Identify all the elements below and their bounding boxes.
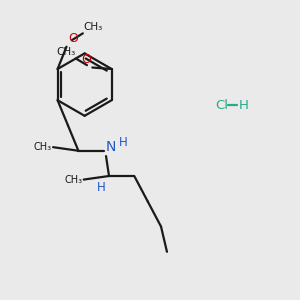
Text: Cl: Cl: [215, 99, 228, 112]
Text: O: O: [68, 32, 78, 45]
Text: CH₃: CH₃: [83, 22, 103, 32]
Text: CH₃: CH₃: [64, 175, 82, 185]
Text: O: O: [81, 53, 91, 66]
Text: CH₃: CH₃: [34, 142, 52, 152]
Text: H: H: [119, 136, 128, 149]
Text: H: H: [97, 182, 105, 194]
Text: N: N: [106, 140, 116, 154]
Text: H: H: [238, 99, 248, 112]
Text: CH₃: CH₃: [56, 47, 75, 57]
